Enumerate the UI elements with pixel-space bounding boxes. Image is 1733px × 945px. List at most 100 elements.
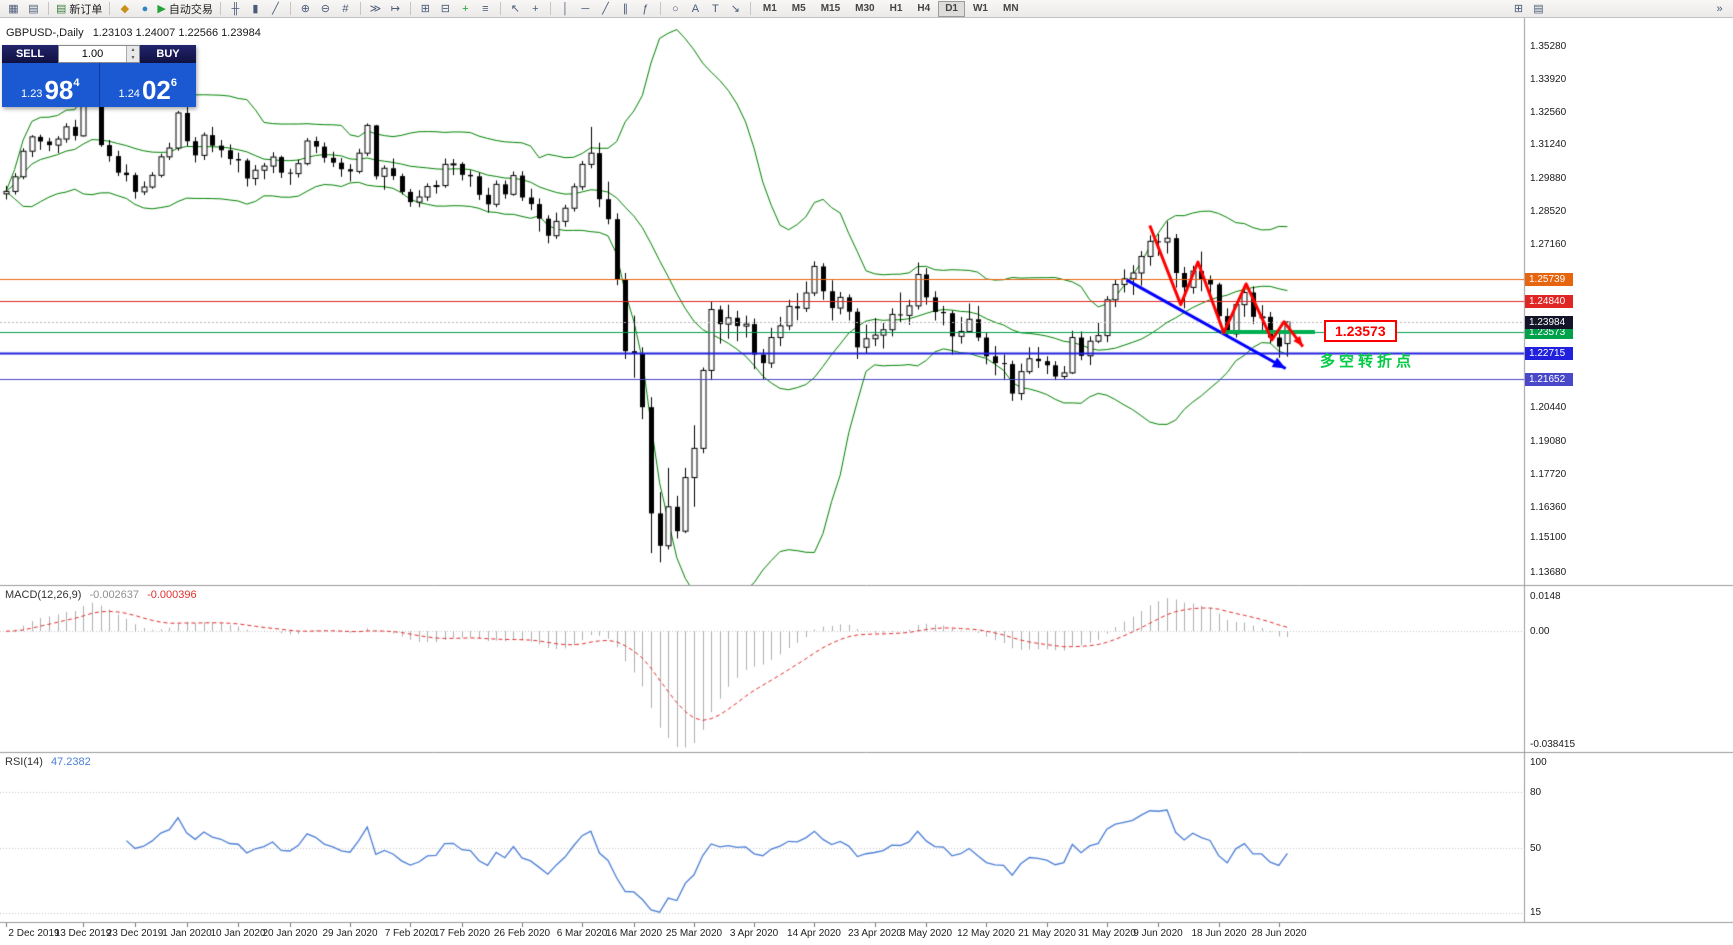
date-axis-label: 25 Mar 2020 <box>665 928 723 939</box>
price-line-label: 1.21652 <box>1525 373 1573 386</box>
timeframe-button-w1[interactable]: W1 <box>972 2 988 14</box>
fibonacci-icon[interactable]: ƒ <box>636 1 655 17</box>
toolbar-separator <box>409 2 411 15</box>
date-axis-label: 23 Apr 2020 <box>848 928 902 939</box>
crosshair-icon-glyph: + <box>532 2 539 15</box>
label-icon[interactable]: T <box>706 1 725 17</box>
candlestick-chart-icon[interactable]: ▮ <box>246 1 265 17</box>
timeframe-button-d1[interactable]: D1 <box>938 0 965 17</box>
cursor-icon[interactable]: ↖ <box>506 1 525 17</box>
profiles-icon[interactable]: ▤ <box>24 1 43 17</box>
new-chart-icon-glyph: ▦ <box>8 2 19 15</box>
chart-shift-icon[interactable]: ↦ <box>386 1 405 17</box>
chart-shift-icon-glyph: ↦ <box>390 2 400 15</box>
channel-icon[interactable]: ∥ <box>616 1 635 17</box>
toolbar-separator <box>219 2 221 15</box>
timeframe-button-m1[interactable]: M1 <box>762 2 777 14</box>
autotrading-glyph: ▶ <box>157 2 166 15</box>
date-axis-label: 18 Jun 2020 <box>1191 928 1247 939</box>
horizontal-line-icon[interactable]: ─ <box>576 1 595 17</box>
date-axis-label: 1 Jan 2020 <box>162 928 212 939</box>
trendline-icon[interactable]: ╱ <box>596 1 615 17</box>
lot-spinner[interactable]: ▲ ▼ <box>126 46 139 62</box>
grid-icon[interactable]: # <box>336 1 355 17</box>
charts-list-icon[interactable]: ▤ <box>1529 1 1548 17</box>
shapes-icon[interactable]: ○ <box>666 1 685 17</box>
vertical-line-icon-glyph: │ <box>561 2 569 15</box>
sell-button[interactable]: SELL <box>2 45 58 63</box>
buy-button[interactable]: BUY <box>140 45 196 63</box>
price-axis-tick: 1.16360 <box>1530 502 1567 513</box>
trendline-icon-glyph: ╱ <box>602 2 609 15</box>
lot-decrease-button[interactable]: ▼ <box>130 55 136 61</box>
text-icon[interactable]: A <box>686 1 705 17</box>
signals-icon[interactable]: ● <box>135 1 154 17</box>
date-axis-label: 16 Mar 2020 <box>605 928 663 939</box>
sell-price-pip: 4 <box>73 77 80 89</box>
crosshair-icon[interactable]: + <box>526 1 545 17</box>
chart-title: GBPUSD-,Daily 1.23103 1.24007 1.22566 1.… <box>6 27 267 39</box>
macd-axis-tick: 0.0148 <box>1530 591 1561 602</box>
new-order-glyph: ▤ <box>56 2 67 15</box>
new-chart-icon[interactable]: ▦ <box>4 1 23 17</box>
bar-chart-icon[interactable]: ╫ <box>226 1 245 17</box>
macd-main-value: -0.002637 <box>89 589 140 601</box>
price-callout-box: 1.23573 <box>1324 320 1397 342</box>
zoom-in-icon-glyph: ⊕ <box>300 2 310 15</box>
lot-size-input[interactable] <box>59 46 126 62</box>
toolbar-overflow-icon[interactable]: » <box>1710 1 1729 17</box>
rsi-name: RSI(14) <box>5 756 43 768</box>
price-line-label: 1.24840 <box>1525 295 1573 308</box>
lot-size-field[interactable]: ▲ ▼ <box>58 45 140 63</box>
rsi-axis-tick: 80 <box>1530 787 1542 798</box>
arrows-icon[interactable]: ↘ <box>726 1 745 17</box>
price-line-label: 1.25739 <box>1525 273 1573 286</box>
zoom-in-icon[interactable]: ⊕ <box>296 1 315 17</box>
timeframe-button-h1[interactable]: H1 <box>889 2 903 14</box>
price-axis-tick: 1.29880 <box>1530 173 1567 184</box>
line-chart-icon[interactable]: ╱ <box>266 1 285 17</box>
timeframe-button-m5[interactable]: M5 <box>791 2 806 14</box>
date-axis-label: 31 May 2020 <box>1078 928 1136 939</box>
buy-price-pip: 6 <box>170 77 177 89</box>
timeframe-button-h4[interactable]: H4 <box>917 2 931 14</box>
toolbar-separator <box>499 2 501 15</box>
tile-windows-icon-glyph: ⊞ <box>420 2 430 15</box>
autotrading-button[interactable]: ▶ 自动交易 <box>155 1 214 17</box>
macd-signal-value: -0.000396 <box>147 589 197 601</box>
price-axis-tick: 1.33920 <box>1530 74 1567 85</box>
market-icon-glyph: ◆ <box>120 2 130 15</box>
new-window-icon[interactable]: ⊟ <box>436 1 455 17</box>
rsi-axis-tick: 15 <box>1530 907 1542 918</box>
tile-windows-icon[interactable]: ⊞ <box>416 1 435 17</box>
window-arrange-icon-glyph: ⊞ <box>1513 2 1524 15</box>
bid-price-label: 1.23984 <box>1525 316 1573 329</box>
zoom-out-icon[interactable]: ⊖ <box>316 1 335 17</box>
new-order-button[interactable]: ▤ 新订单 <box>54 1 104 17</box>
rsi-axis-tick: 50 <box>1530 843 1542 854</box>
date-axis-label: 6 Mar 2020 <box>556 928 608 939</box>
turning-point-text: 多空转折点 <box>1320 353 1416 370</box>
window-arrange-icon[interactable]: ⊞ <box>1509 1 1528 17</box>
date-axis-label: 7 Feb 2020 <box>384 928 436 939</box>
price-axis-tick: 1.13680 <box>1530 567 1567 578</box>
price-line-label: 1.22715 <box>1525 347 1573 360</box>
timeframe-button-m15[interactable]: M15 <box>820 2 841 14</box>
date-axis-label: 10 Jan 2020 <box>210 928 266 939</box>
candlestick-chart-icon-glyph: ▮ <box>252 2 259 15</box>
timeframe-button-mn[interactable]: MN <box>1002 2 1019 14</box>
timeframe-button-m30[interactable]: M30 <box>855 2 875 14</box>
lot-increase-button[interactable]: ▲ <box>130 47 136 53</box>
price-line-label: 1.23573 <box>1525 326 1573 339</box>
arrows-icon-glyph: ↘ <box>730 2 740 15</box>
market-icon[interactable]: ◆ <box>115 1 134 17</box>
auto-scroll-icon[interactable]: ≫ <box>366 1 385 17</box>
indicators-button[interactable]: + <box>456 1 475 17</box>
buy-price-display[interactable]: 1.24 02 6 <box>100 63 197 107</box>
rsi-value: 47.2382 <box>50 756 91 768</box>
cursor-icon-glyph: ↖ <box>510 2 520 15</box>
vertical-line-icon[interactable]: │ <box>556 1 575 17</box>
sell-price-display[interactable]: 1.23 98 4 <box>2 63 100 107</box>
objects-list-icon[interactable]: ≡ <box>476 1 495 17</box>
